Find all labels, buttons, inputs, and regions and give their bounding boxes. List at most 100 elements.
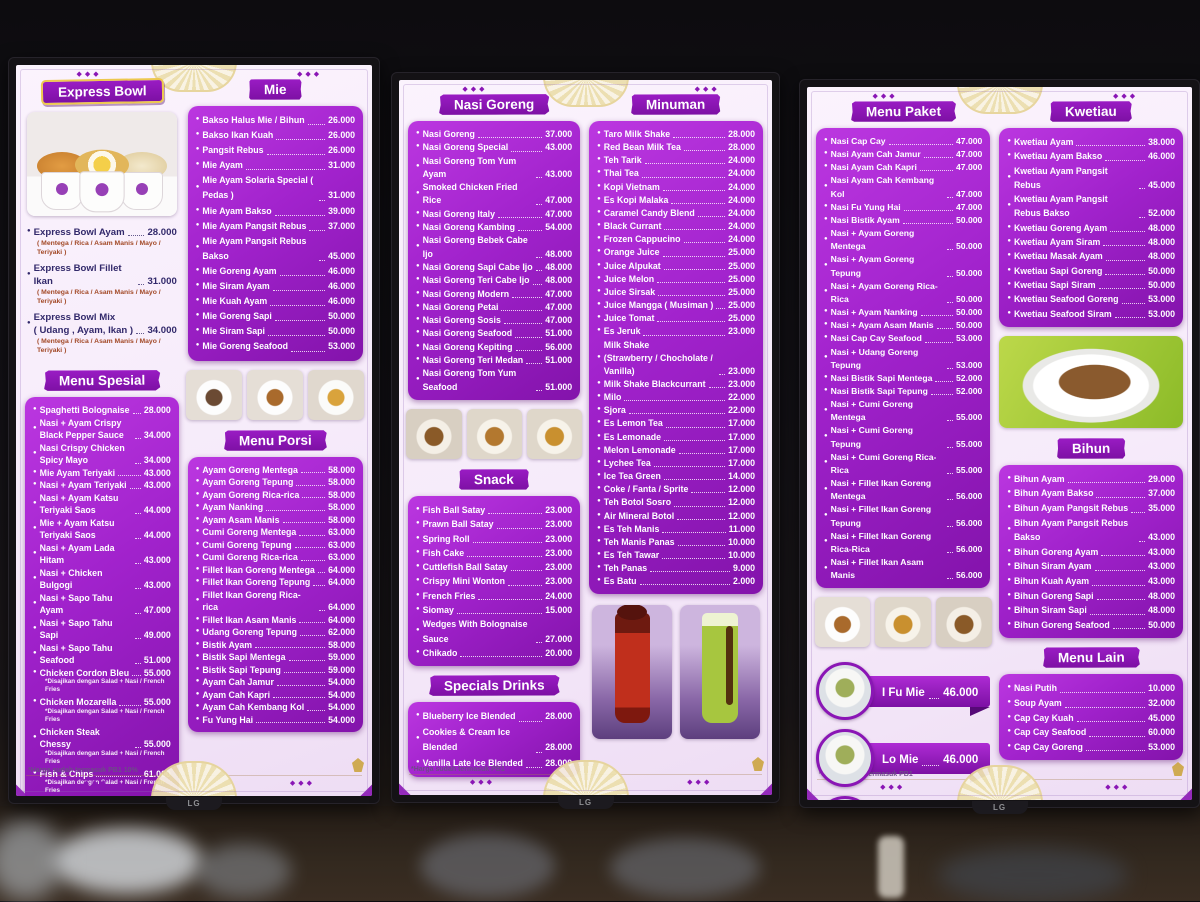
menu-item: Nasi + Ayam Goreng Rica-Rica 50.000 <box>824 280 983 306</box>
menu-item: Nasi + Cumi Goreng Rica-Rica 55.000 <box>824 451 983 477</box>
menu-item: Express Bowl Fillet Ikan 31.000 ( Mentega… <box>27 262 177 306</box>
item-name: Ayam Cah Kembang Kol <box>202 702 305 712</box>
item-name: Nasi + Ayam Crispy Black Pepper Sauce <box>39 417 124 441</box>
item-name: Express Bowl Ayam <box>33 227 125 238</box>
dotted-leader <box>496 527 543 529</box>
item-price: 24.000 <box>728 168 755 179</box>
item-name: Cap Cay Goreng <box>1013 741 1083 752</box>
red-drink-photo <box>592 605 673 740</box>
dotted-leader <box>268 335 326 337</box>
item-price: 24.000 <box>728 194 755 205</box>
item-name: Prawn Ball Satay <box>422 519 494 530</box>
menu-item: Mie Ayam Solaria Special ( Pedas ) 31.000 <box>196 173 355 203</box>
item-price: 52.000 <box>1148 208 1175 219</box>
dotted-leader <box>266 154 326 156</box>
item-name: Nasi Goreng <box>422 129 475 139</box>
menu-item: Fillet Ikan Goreng Rica-rica 64.000 <box>196 589 355 614</box>
menu-card-spesial: Spaghetti Bolognaise 28.000 Nasi + Ayam C… <box>25 397 179 796</box>
diamond-ornament <box>880 783 905 791</box>
item-price: 25.000 <box>728 247 755 258</box>
item-price: 23.000 <box>545 504 573 515</box>
menu-card-snack: Fish Ball Satay 23.000 Prawn Ball Satay 23… <box>408 495 581 667</box>
corner-ornament <box>358 782 372 796</box>
item-name: Nasi Cap Cay Seafood <box>830 333 922 344</box>
item-price: 53.000 <box>1148 308 1175 319</box>
menu-card-kwetiau: Kwetiau Ayam 38.000 Kwetiau Ayam Bakso 46.… <box>999 128 1183 327</box>
dotted-leader <box>1139 540 1146 542</box>
dotted-leader <box>903 209 954 211</box>
item-name: Nasi Bistik Sapi Mentega <box>830 372 933 383</box>
item-name: Nasi + Chicken Bulgogi <box>39 567 103 591</box>
item-price: 43.000 <box>1148 546 1175 557</box>
menu-card-nasi-goreng: Nasi Goreng 37.000 Nasi Goreng Special 43.… <box>408 121 581 400</box>
dotted-leader <box>134 562 141 564</box>
dotted-leader <box>256 722 326 723</box>
item-price: 31.000 <box>147 276 177 287</box>
menu-item: Nasi Goreng Bebek Cabe Ijo 48.000 <box>416 234 573 261</box>
item-price: 37.000 <box>328 220 355 231</box>
item-price: 23.000 <box>545 533 573 544</box>
menu-item: Nasi + Fillet Ikan Goreng Rica-Rica 56.00… <box>824 530 983 556</box>
dotted-leader <box>134 587 141 589</box>
item-price: 48.000 <box>1148 605 1175 616</box>
menu-item: Milo 22.000 <box>597 391 755 404</box>
item-name: Nasi + Ayam Lada Hitam <box>39 542 115 566</box>
dotted-leader <box>1067 482 1146 484</box>
item-name: I Fu Mie <box>882 686 925 699</box>
dotted-leader <box>279 275 326 277</box>
dotted-leader <box>677 518 726 520</box>
item-name: Express Bowl Mix ( Udang , Ayam, Ikan ) <box>33 312 134 336</box>
item-name: Bistik Sapi Tepung <box>202 664 281 675</box>
menu-item: Teh Manis Panas 10.000 <box>597 536 755 549</box>
menu-item: Bihun Siram Sapi 48.000 <box>1007 603 1175 618</box>
express-bowl-photo <box>27 112 177 216</box>
item-name: Milk Shake Blackcurrant <box>603 378 706 389</box>
item-price: 32.000 <box>1148 697 1175 708</box>
item-note: *Disajikan dengan Salad + Nasi / French … <box>45 707 165 723</box>
dotted-leader <box>1096 599 1146 601</box>
dotted-leader <box>296 484 326 486</box>
item-price: 39.000 <box>328 205 355 216</box>
menu-screen-right: Menu Paket Nasi Cap Cay 47.000 Nasi Ayam … <box>799 79 1200 814</box>
dotted-leader <box>119 704 141 706</box>
diamond-ornament <box>470 778 495 786</box>
dotted-leader <box>536 203 543 205</box>
menu-item: Bakso Ikan Kuah 26.000 <box>196 128 355 143</box>
menu-item: Kwetiau Ayam Pangsit Rebus Bakso 52.000 <box>1007 192 1175 221</box>
item-price: 43.000 <box>545 142 573 153</box>
dotted-leader <box>536 256 543 258</box>
express-bowl-list: Express Bowl Ayam 28.000 ( Mentega / Rica… <box>27 226 177 360</box>
menu-item: Milk Shake (Strawberry / Chocholate / Va… <box>597 339 755 378</box>
item-name: Nasi + Ayam Goreng Rica-Rica <box>830 280 938 304</box>
item-note: ( Mentega / Rica / Asam Manis / Mayo / T… <box>37 289 161 305</box>
item-name: Kwetiau Seafood Goreng <box>1013 294 1119 305</box>
item-name: Kwetiau Seafood Siram <box>1013 308 1112 319</box>
menu-screen-middle: Nasi Goreng Nasi Goreng 37.000 Nasi Goren… <box>391 72 780 809</box>
item-price: 44.000 <box>143 530 171 540</box>
item-price: 63.000 <box>328 527 355 537</box>
dotted-leader <box>719 373 726 375</box>
dotted-leader <box>319 199 326 201</box>
dotted-leader <box>1139 188 1146 190</box>
bubble-banner: Lo Mie 46.000 <box>862 742 991 783</box>
dotted-leader <box>935 380 954 382</box>
menu-item: Chicken Cordon Bleu 55.000 *Disajikan den… <box>33 667 171 695</box>
item-price: 56.000 <box>956 517 983 528</box>
section-header-mie: Mie <box>249 79 302 100</box>
item-name: Vanilla Late Ice Blended <box>422 757 523 768</box>
item-name: Bakso Halus Mie / Bihun <box>202 115 305 125</box>
item-name: Fish Ball Satay <box>422 504 486 515</box>
menu-item: Nasi Bistik Sapi Mentega 52.000 <box>824 372 983 385</box>
item-name: Nasi + Cumi Goreng Tepung <box>830 425 913 449</box>
tax-note: *Harga sudah termasuk PB1 10% <box>28 767 138 774</box>
dotted-leader <box>923 157 954 159</box>
item-name: Teh Tarik <box>603 155 642 166</box>
item-price: 56.000 <box>956 491 983 502</box>
item-name: Cumi Goreng Tepung <box>202 539 292 550</box>
dotted-leader <box>919 170 954 172</box>
item-price: 22.000 <box>728 405 755 416</box>
menu-item: Thai Tea 24.000 <box>597 167 755 180</box>
item-price: 50.000 <box>956 320 983 331</box>
item-price: 28.000 <box>147 227 177 238</box>
item-price: 24.000 <box>728 207 755 218</box>
